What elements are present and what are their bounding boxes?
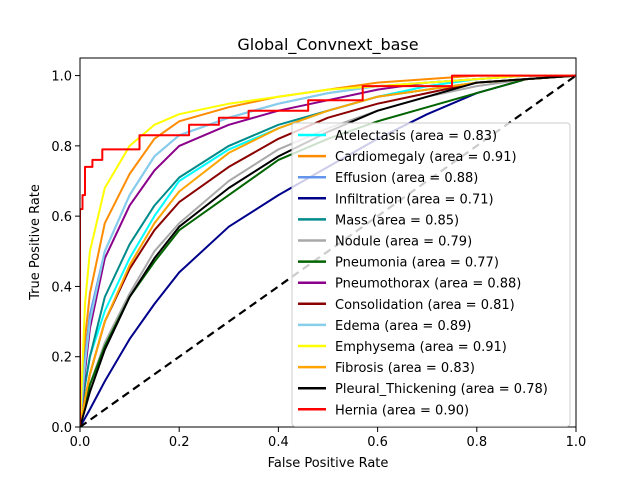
series-line-3: [80, 74, 576, 427]
legend-entry: Edema (area = 0.89): [335, 319, 471, 334]
series-line-0: [80, 74, 576, 427]
y-tick-label: 0.8: [51, 140, 72, 155]
x-tick-label: 0.6: [367, 435, 388, 450]
series-line-13: [80, 74, 576, 427]
x-axis-label: False Positive Rate: [268, 456, 389, 471]
y-tick-label: 1.0: [51, 70, 72, 85]
legend-entry: Consolidation (area = 0.81): [335, 298, 515, 313]
legend-entry: Emphysema (area = 0.91): [335, 340, 507, 355]
legend-entry: Mass (area = 0.85): [335, 213, 459, 228]
y-tick-label: 0.2: [51, 351, 72, 366]
series-line-12: [80, 74, 576, 427]
series-line-11: [80, 74, 576, 427]
x-tick-label: 0.8: [466, 435, 487, 450]
y-tick-label: 0.6: [51, 210, 72, 225]
legend-entry: Atelectasis (area = 0.83): [335, 129, 497, 144]
axes-frame: [79, 57, 577, 428]
legend-entry: Cardiomegaly (area = 0.91): [335, 150, 517, 165]
series-line-6: [80, 74, 576, 427]
legend-entry: Pleural_Thickening (area = 0.78): [335, 382, 548, 397]
legend-box: [291, 122, 571, 427]
series-group: [80, 74, 576, 427]
legend-entry: Nodule (area = 0.79): [335, 235, 472, 250]
legend-entry: Pneumothorax (area = 0.88): [335, 277, 521, 292]
series-line-10: [80, 74, 576, 427]
x-tick-label: 0.4: [268, 435, 289, 450]
y-tick-label: 0.4: [51, 280, 72, 295]
x-tick-label: 0.0: [70, 435, 91, 450]
y-tick-label: 0.0: [51, 421, 72, 436]
legend-entry: Hernia (area = 0.90): [335, 403, 469, 418]
chart-title: Global_Convnext_base: [237, 35, 418, 55]
y-axis-label: True Positive Rate: [28, 184, 43, 301]
x-tick-label: 0.2: [169, 435, 190, 450]
legend-entry: Effusion (area = 0.88): [335, 171, 478, 186]
series-line-1: [80, 74, 576, 427]
x-tick-label: 1.0: [566, 435, 587, 450]
legend: Atelectasis (area = 0.83) Cardiomegaly (a…: [291, 122, 571, 427]
legend-entry: Fibrosis (area = 0.83): [335, 361, 475, 376]
legend-entry: Infiltration (area = 0.71): [335, 192, 494, 207]
legend-entry: Pneumonia (area = 0.77): [335, 256, 499, 271]
